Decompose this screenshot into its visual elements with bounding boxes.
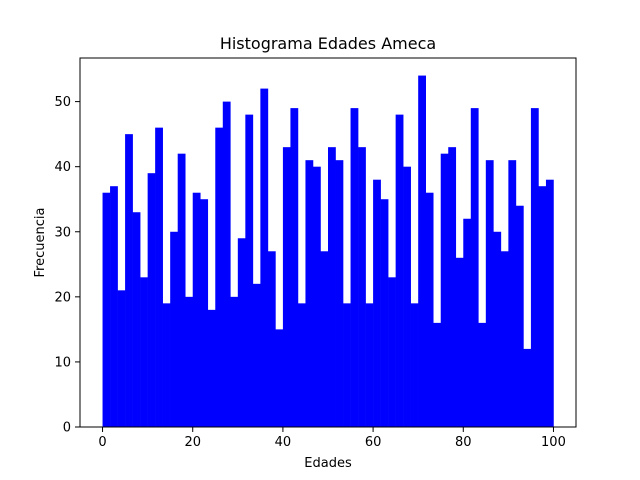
x-axis-label: Edades — [304, 456, 352, 471]
histogram-bar — [207, 309, 216, 427]
x-tick-label: 40 — [275, 435, 292, 450]
histogram-bar — [215, 127, 224, 427]
histogram-bar — [140, 277, 148, 427]
histogram-bar — [110, 186, 118, 427]
histogram-bar — [538, 186, 547, 427]
histogram-bar — [343, 303, 351, 427]
histogram-bar — [162, 303, 171, 427]
histogram-bar — [388, 277, 396, 427]
histogram-bar — [260, 88, 269, 427]
y-tick-label: 10 — [54, 355, 71, 370]
histogram-bar — [320, 251, 329, 427]
histogram-bar — [177, 153, 186, 427]
x-axis-ticks: 0 20 40 60 80 100 — [98, 427, 566, 450]
histogram-bar — [485, 160, 494, 427]
histogram-bar — [222, 101, 231, 427]
y-tick-label: 30 — [54, 225, 71, 240]
histogram-bar — [463, 218, 472, 427]
y-tick-label: 50 — [54, 95, 71, 110]
histogram-bar — [508, 160, 517, 427]
histogram-bar — [312, 166, 321, 427]
plot-area-frame — [79, 57, 577, 428]
histogram-bar — [500, 251, 509, 427]
histogram-bar — [290, 108, 299, 427]
y-tick-label: 40 — [54, 160, 71, 175]
histogram-bar — [418, 75, 426, 428]
x-tick-label: 60 — [365, 435, 382, 450]
histogram-bar — [478, 322, 487, 427]
histogram-bar — [530, 108, 539, 427]
x-tick-label: 100 — [541, 435, 566, 450]
histogram-bar — [448, 147, 457, 427]
histogram-bar — [380, 199, 389, 427]
histogram-bar — [350, 108, 359, 427]
histogram-bar — [125, 134, 133, 427]
histogram-bar — [358, 147, 366, 427]
histogram-bar — [282, 147, 291, 427]
histogram-bar — [252, 283, 261, 427]
x-tick-label: 0 — [98, 435, 106, 450]
histogram-bar — [297, 303, 306, 427]
histogram-bar — [433, 322, 442, 427]
y-axis-label: Frecuencia — [33, 208, 48, 278]
histogram-bar — [237, 238, 246, 427]
histogram-bar — [425, 192, 434, 427]
histogram-bar — [245, 114, 254, 427]
histogram-bar — [230, 296, 239, 427]
histogram-bar — [440, 153, 449, 427]
histogram-bar — [275, 329, 284, 427]
histogram-bar — [403, 166, 411, 427]
histogram-bar — [170, 231, 178, 427]
chart-title: Histograma Edades Ameca — [220, 34, 436, 53]
x-tick-label: 20 — [184, 435, 201, 450]
histogram-bar — [365, 303, 374, 427]
histogram-bar — [117, 290, 126, 427]
histogram-bar — [470, 108, 479, 427]
histogram-bar — [373, 179, 381, 427]
histogram-bar — [335, 160, 344, 427]
histogram-bar — [155, 127, 163, 427]
histogram-bar — [328, 147, 336, 427]
histogram-bar — [305, 160, 314, 427]
histogram-bar — [192, 192, 201, 427]
histogram-bar — [102, 192, 111, 427]
y-tick-label: 20 — [54, 290, 71, 305]
histogram-bar — [493, 231, 502, 427]
histogram-bar — [410, 303, 419, 427]
histogram-bar — [455, 257, 464, 427]
histogram-bar — [267, 251, 276, 427]
histogram-bar — [132, 212, 141, 427]
y-axis-ticks: 0 10 20 30 40 50 — [54, 95, 80, 436]
x-tick-label: 80 — [455, 435, 472, 450]
histogram-bar — [147, 173, 156, 427]
histogram-bar — [395, 114, 404, 427]
histogram-bar — [200, 199, 209, 427]
histogram-bar — [545, 179, 554, 427]
histogram-bar — [523, 348, 532, 427]
bars-group — [102, 75, 554, 428]
histogram-bar — [185, 296, 194, 427]
y-tick-label: 0 — [63, 421, 71, 436]
histogram-bar — [515, 205, 524, 427]
